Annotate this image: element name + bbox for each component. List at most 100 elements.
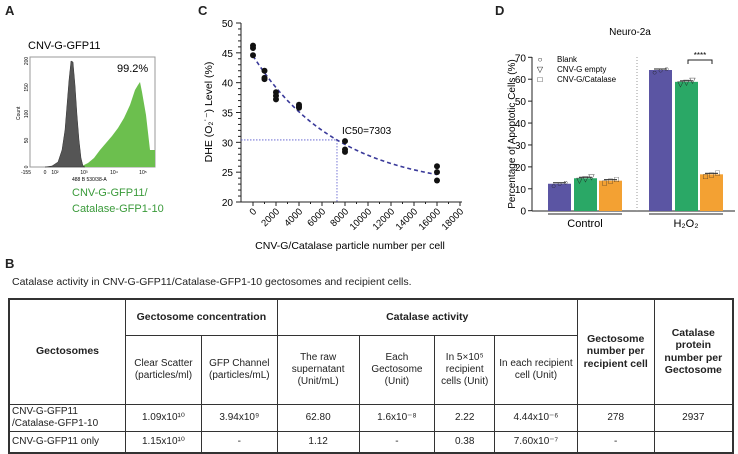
subheader: In each recipient cell (Unit)	[494, 334, 578, 405]
histogram-xtick: 10³	[80, 170, 88, 176]
panel-label-b: B	[5, 256, 15, 271]
histogram-xlabel: 488 B 530/38-A	[72, 177, 107, 183]
table-cell	[653, 430, 734, 454]
table-row: CNV-G-GFP11 only 1.15x10¹⁰ -1.12-0.38 7.60x…	[8, 430, 734, 454]
group-label: H₂O₂	[673, 218, 698, 230]
data-point	[261, 67, 268, 74]
replicate-marker: ▽	[683, 78, 690, 87]
d-ytick-label: 40	[515, 119, 527, 130]
fit-curve	[252, 55, 438, 176]
replicate-marker: ○	[563, 178, 568, 187]
table-cell: 1.09x10¹⁰	[125, 403, 202, 432]
replicate-marker: ▽	[677, 80, 684, 89]
table-cell: 2.22	[434, 403, 496, 432]
header-number-per-cell: Gectosome number per recipient cell	[576, 298, 655, 405]
data-point	[434, 177, 440, 184]
bar	[574, 178, 597, 211]
table-cell: 2937	[653, 403, 734, 432]
table-cell: 4.44x10⁻⁶	[494, 403, 578, 432]
panel-label-c: C	[198, 3, 208, 18]
subheader: Each Gectosome (Unit)	[358, 334, 436, 405]
dose-response-chart: DHE (O₂˙⁻) Level (%) CNV-G/Catalase part…	[203, 19, 466, 252]
histogram-xtick: 10⁴	[110, 170, 118, 176]
table-cell: -	[576, 430, 655, 454]
subheader: The raw supernatant (Unit/mL)	[276, 334, 360, 405]
data-point	[250, 45, 256, 52]
c-xtick-label: 6000	[305, 206, 328, 229]
replicate-marker: □	[608, 177, 613, 186]
histogram-xtick: 0	[44, 170, 47, 176]
table-cell: 62.80	[276, 403, 360, 432]
c-ytick-label: 30	[222, 138, 234, 149]
histogram-ytick: 100	[24, 110, 30, 119]
c-xtick-label: 10000	[348, 206, 374, 232]
d-ytick-label: 10	[515, 185, 527, 196]
ic50-guide-line	[241, 139, 338, 202]
data-point	[273, 96, 279, 103]
figure-panels: CNV-G-GFP11 99.2% Count 050100150200-155…	[16, 19, 735, 252]
subheader: In 5×10⁵ recipient cells (Unit)	[434, 334, 496, 405]
row-label: CNV-G-GFP11 only	[8, 430, 126, 454]
replicate-marker: ○	[658, 66, 663, 75]
c-xtick-label: 18000	[440, 206, 466, 232]
replicate-marker: ▽	[576, 176, 583, 185]
c-xtick-label: 4000	[282, 206, 305, 229]
replicate-marker: ▽	[689, 76, 696, 85]
bar	[599, 180, 622, 211]
row-label: CNV-G-GFP11 /Catalase-GFP1-10	[8, 403, 126, 432]
data-point	[296, 104, 302, 111]
histogram-ytick: 0	[24, 165, 30, 168]
histogram-sample-area	[80, 82, 155, 167]
header-protein-per-gectosome: Catalase protein number per Gectosome	[653, 298, 734, 405]
c-xtick-label: 14000	[394, 206, 420, 232]
replicate-marker: □	[602, 178, 607, 187]
replicate-marker: ○	[551, 181, 556, 190]
legend-marker-cnv-g-empty: ▽	[537, 65, 544, 74]
legend-label: Blank	[557, 55, 578, 64]
data-point	[250, 52, 256, 59]
histogram-ytick: 50	[24, 138, 30, 144]
d-ytick-label: 30	[515, 141, 527, 152]
histogram-ytick: 150	[24, 83, 30, 92]
replicate-marker: □	[715, 169, 720, 178]
c-xtick-label: 2000	[259, 206, 282, 229]
significance-label: ****	[694, 51, 706, 60]
replicate-marker: ○	[557, 180, 562, 189]
histogram-ytick: 200	[24, 57, 30, 66]
table-cell: 1.15x10¹⁰	[125, 430, 202, 454]
table-cell: 7.60x10⁻⁷	[494, 430, 578, 454]
data-point	[342, 138, 348, 145]
table-cell: 0.38	[434, 430, 496, 454]
replicate-marker: □	[709, 170, 714, 179]
table-row: CNV-G-GFP11 /Catalase-GFP1-10 1.09x10¹⁰ 3.…	[8, 403, 734, 432]
legend-marker-blank: ○	[538, 55, 543, 64]
d-ylabel: Percentage of Apoptotic Cells (%)	[507, 59, 518, 209]
sample-label-line2: Catalase-GFP1-10	[72, 203, 164, 215]
subheader: Clear Scatter (particles/ml)	[125, 334, 202, 405]
histogram-title: CNV-G-GFP11	[28, 40, 101, 52]
d-ytick-label: 70	[515, 53, 527, 64]
subheader: GFP Channel (particles/mL)	[200, 334, 278, 405]
histogram-xtick: -155	[21, 170, 31, 176]
group-label: Control	[567, 218, 602, 230]
ic50-annotation: IC50=7303	[342, 126, 392, 137]
d-ytick-label: 20	[515, 163, 527, 174]
c-xtick-label: 16000	[417, 206, 443, 232]
apoptosis-bar-chart: Neuro-2a Percentage of Apoptotic Cells (…	[507, 27, 735, 230]
data-point	[434, 163, 440, 170]
c-ytick-label: 40	[222, 79, 234, 90]
sample-label-line1: CNV-G-GFP11/	[72, 187, 149, 199]
panel-label-d: D	[495, 3, 505, 18]
table-cell: 3.94x10⁹	[200, 403, 278, 432]
bar	[649, 70, 672, 211]
table-cell: -	[358, 430, 436, 454]
replicate-marker: □	[614, 175, 619, 184]
d-title: Neuro-2a	[609, 27, 651, 38]
c-xlabel: CNV-G/Catalase particle number per cell	[255, 240, 445, 252]
percent-positive-label: 99.2%	[117, 63, 148, 75]
legend-label: CNV-G/Catalase	[557, 75, 617, 84]
histogram-control-area	[44, 60, 86, 168]
flow-histogram: CNV-G-GFP11 99.2% Count 0 50 100 150 200 -155…	[16, 40, 164, 215]
c-ylabel: DHE (O₂˙⁻) Level (%)	[203, 62, 215, 163]
header-concentration: Gectosome concentration	[125, 298, 278, 336]
